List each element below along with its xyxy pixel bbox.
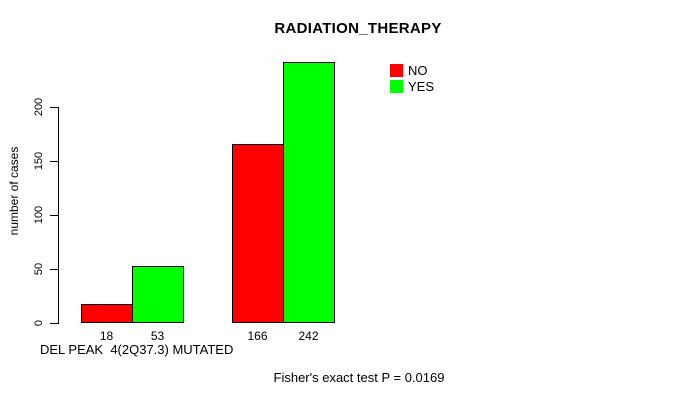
legend-label-yes: YES <box>408 79 435 94</box>
y-axis-line <box>58 107 59 324</box>
y-tick-label: 0 <box>33 319 45 327</box>
fisher-test-annotation: Fisher's exact test P = 0.0169 <box>273 370 445 385</box>
legend: NO YES <box>390 63 434 95</box>
bar-no-group2 <box>232 143 284 323</box>
bar-value-label: 53 <box>150 329 165 343</box>
bar-yes-group2 <box>283 61 335 323</box>
y-tick <box>50 107 58 108</box>
legend-label-no: NO <box>408 63 428 78</box>
x-axis-title: DEL PEAK 4(2Q37.3) MUTATED <box>40 342 234 357</box>
y-tick <box>50 215 58 216</box>
bar-value-label: 18 <box>99 329 114 343</box>
y-tick-label: 200 <box>33 97 45 117</box>
bar-no-group1 <box>81 303 133 323</box>
y-axis-title: number of cases <box>7 146 21 236</box>
legend-swatch-yes <box>390 80 403 93</box>
y-tick <box>50 161 58 162</box>
bar-value-label: 242 <box>298 329 319 343</box>
legend-swatch-no <box>390 64 403 77</box>
bar-value-label: 166 <box>247 329 268 343</box>
y-tick-label: 150 <box>33 151 45 171</box>
y-tick-label: 50 <box>33 262 45 276</box>
bar-yes-group1 <box>132 265 184 323</box>
y-tick <box>50 269 58 270</box>
legend-item-no: NO <box>390 63 434 78</box>
chart-title: RADIATION_THERAPY <box>274 20 442 37</box>
legend-item-yes: YES <box>390 79 434 94</box>
y-tick <box>50 323 58 324</box>
y-tick-label: 100 <box>33 205 45 225</box>
